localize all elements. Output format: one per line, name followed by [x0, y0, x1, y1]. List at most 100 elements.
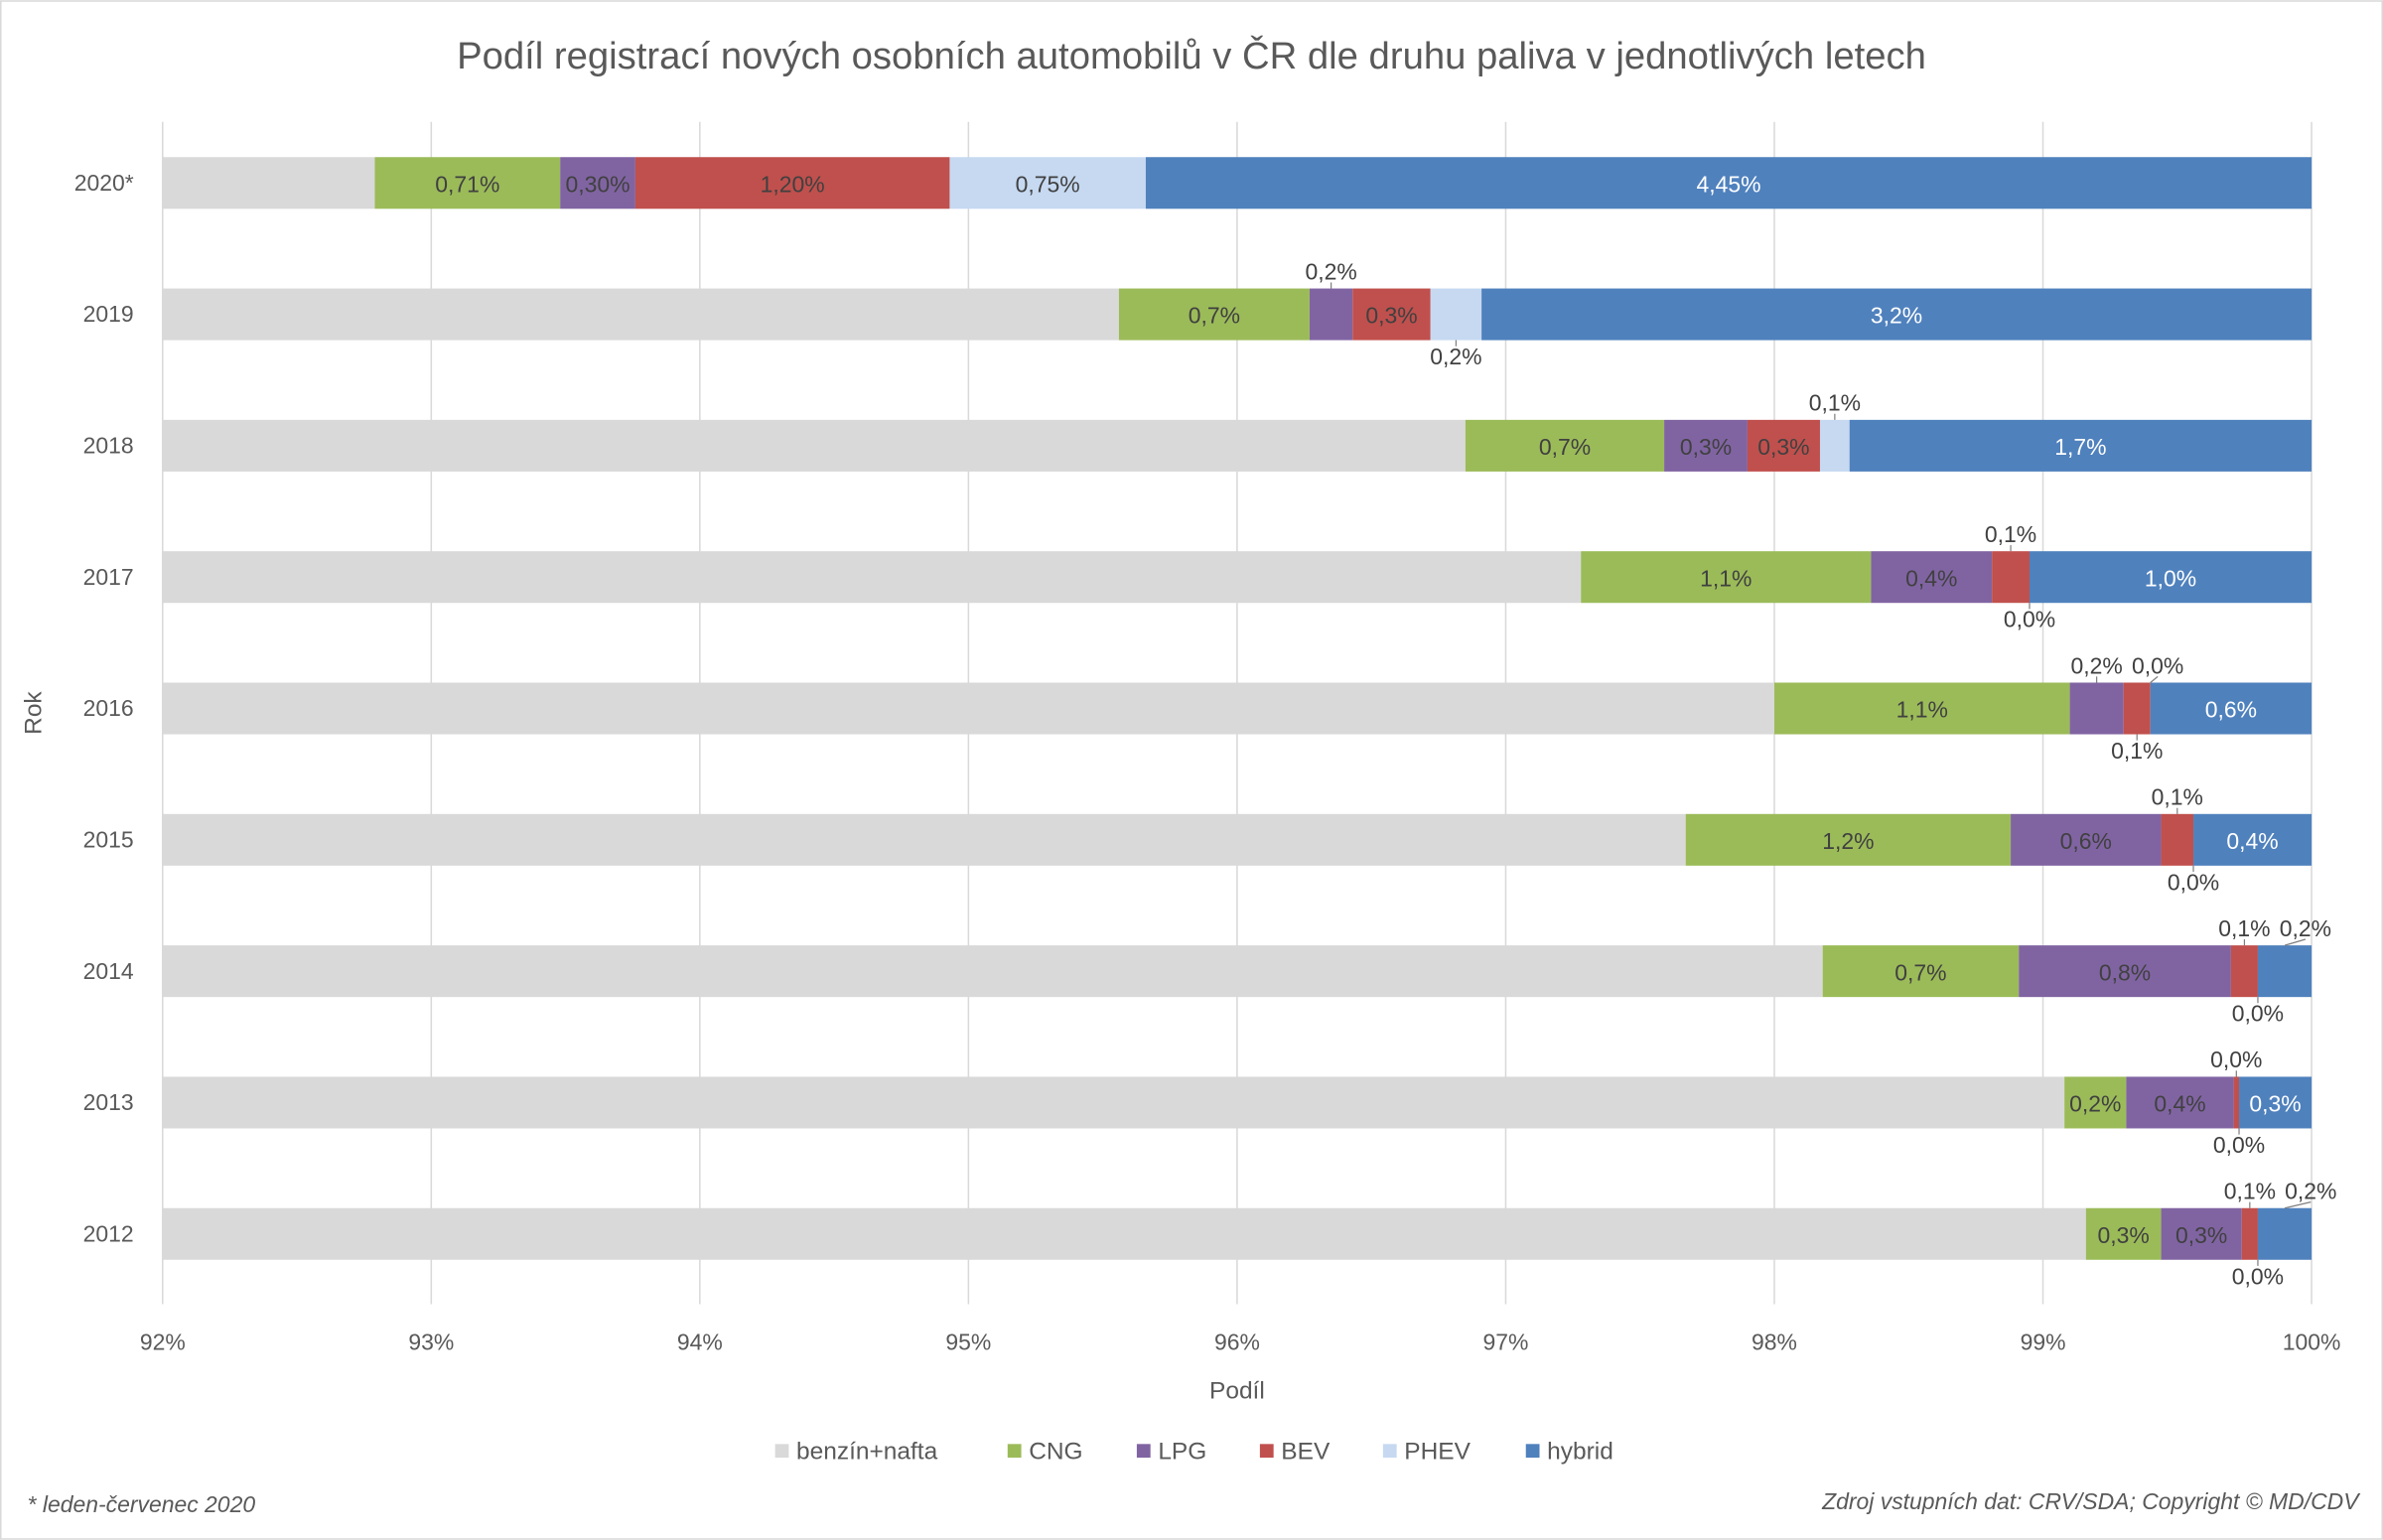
data-label-cng: 0,2%	[2069, 1091, 2121, 1117]
bar-segment-bev	[634, 157, 950, 210]
data-label-cng: 0,7%	[1539, 434, 1591, 460]
bar-segment-lpg	[1871, 551, 1993, 604]
x-tick-label: 100%	[2283, 1329, 2341, 1354]
data-label-lpg: 0,3%	[2175, 1222, 2227, 1248]
legend-swatch	[774, 1444, 789, 1459]
data-label-phev: 0,75%	[1016, 171, 1080, 197]
bar-segment-cng	[1685, 813, 2012, 866]
bar-segment-phev	[1819, 419, 1850, 472]
data-label-hybrid: 0,2%	[2280, 915, 2331, 941]
data-label-hybrid: 4,45%	[1696, 171, 1760, 197]
bar-segment-bev	[2241, 1207, 2258, 1260]
data-label-phev: 0,1%	[1809, 390, 1861, 416]
bar-segment-bev	[2233, 1076, 2240, 1129]
data-label-cng: 1,1%	[1700, 565, 1752, 591]
y-category-label: 2016	[83, 695, 134, 721]
data-label-bev: 1,20%	[761, 171, 825, 197]
bar-segment-hybrid	[2257, 1207, 2313, 1260]
bar-segment-hybrid	[1145, 157, 2313, 210]
x-axis-ticks: 92% 93% 94% 95% 96% 97% 98% 99% 100%	[140, 1329, 2341, 1354]
bar-segment-bev	[1747, 419, 1820, 472]
y-category-label: 2020*	[74, 170, 134, 196]
legend: benzín+nafta CNG LPG BEV PHEV hybrid	[774, 1439, 1613, 1466]
y-category-label: 2018	[83, 433, 134, 459]
legend-swatch	[1382, 1444, 1397, 1459]
data-label-phev: 0,0%	[2004, 607, 2055, 632]
bar-segment-lpg	[560, 157, 635, 210]
data-label-phev: 0,2%	[1430, 344, 1481, 369]
bar-segment-hybrid	[2150, 682, 2313, 735]
bar-segment-benznnafta	[162, 813, 1686, 866]
y-category-label: 2017	[83, 564, 134, 590]
x-tick-label: 93%	[408, 1329, 454, 1354]
data-label-cng: 0,7%	[1894, 959, 1946, 985]
data-label-bev: 0,3%	[1757, 434, 1809, 460]
bar-segment-cng	[1465, 419, 1665, 472]
data-label-bev: 0,0%	[2210, 1047, 2262, 1072]
data-label-cng: 0,3%	[2098, 1222, 2150, 1248]
bar-segment-benznnafta	[162, 1076, 2065, 1129]
data-label-phev: 0,0%	[2168, 869, 2219, 895]
data-label-hybrid: 0,6%	[2205, 697, 2257, 723]
bar-segment-cng	[1822, 945, 2020, 998]
bar-segment-cng	[374, 157, 561, 210]
legend-label: benzín+nafta	[796, 1439, 938, 1466]
data-label-phev: 0,0%	[2232, 1001, 2284, 1027]
data-label-lpg: 0,30%	[566, 171, 631, 197]
label-leader-line	[2284, 1201, 2312, 1209]
data-label-bev: 0,1%	[2152, 784, 2203, 810]
data-label-cng: 0,7%	[1189, 303, 1240, 329]
bar-segment-lpg	[1309, 288, 1353, 341]
label-leader-line	[2284, 938, 2307, 946]
footnote: * leden-červenec 2020	[28, 1491, 256, 1517]
data-label-bev: 0,1%	[1985, 521, 2036, 547]
data-label-bev: 0,1%	[2224, 1179, 2276, 1204]
x-tick-label: 94%	[677, 1329, 723, 1354]
data-label-phev: 0,0%	[2213, 1132, 2265, 1158]
y-category-label: 2015	[83, 826, 134, 852]
source-note: Zdroj vstupních dat: CRV/SDA; Copyright …	[1821, 1488, 2361, 1514]
bar-segment-cng	[1118, 288, 1310, 341]
bar-segment-cng	[1581, 551, 1872, 604]
x-tick-label: 92%	[140, 1329, 186, 1354]
data-label-cng: 1,1%	[1896, 697, 1948, 723]
bar-segment-phev	[949, 157, 1146, 210]
data-label-lpg: 0,8%	[2099, 959, 2151, 985]
data-label-lpg: 0,6%	[2060, 828, 2112, 854]
data-label-hybrid: 0,2%	[2285, 1179, 2336, 1204]
legend-swatch	[1136, 1444, 1151, 1459]
legend-label: LPG	[1158, 1439, 1206, 1466]
data-label-hybrid: 1,7%	[2054, 434, 2106, 460]
bar-segment-hybrid	[2239, 1076, 2313, 1129]
bar-segment-cng	[1773, 682, 2070, 735]
y-axis-categories: 2020* 2019 2018 2017 2016 2015 2014 2013 2012	[74, 170, 134, 1247]
legend-swatch	[1525, 1444, 1540, 1459]
data-label-cng: 1,2%	[1822, 828, 1874, 854]
legend-label: hybrid	[1547, 1439, 1613, 1466]
y-category-label: 2014	[83, 958, 134, 984]
y-category-label: 2013	[83, 1089, 134, 1115]
bar-segment-cng	[2085, 1207, 2162, 1260]
x-tick-label: 95%	[945, 1329, 991, 1354]
data-label-lpg: 0,2%	[2070, 652, 2122, 678]
bar-segment-hybrid	[2193, 813, 2313, 866]
data-label-lpg: 0,3%	[1680, 434, 1732, 460]
bar-segment-benznnafta	[162, 288, 1119, 341]
data-label-lpg: 0,4%	[2154, 1091, 2205, 1117]
bar-segment-benznnafta	[162, 551, 1582, 604]
bar-segment-lpg	[2011, 813, 2162, 866]
data-label-cng: 0,71%	[435, 171, 499, 197]
data-label-bev: 0,3%	[1365, 303, 1417, 329]
bar-segment-bev	[1352, 288, 1431, 341]
bar-segment-hybrid	[2257, 945, 2313, 998]
x-axis-title: Podíl	[1209, 1377, 1265, 1404]
bar-segment-lpg	[2126, 1076, 2234, 1129]
data-label-hybrid: 1,0%	[2145, 565, 2196, 591]
data-label-lpg: 0,2%	[1305, 258, 1356, 284]
bar-segment-bev	[2230, 945, 2258, 998]
legend-label: BEV	[1281, 1439, 1331, 1466]
bar-segment-benznnafta	[162, 157, 375, 210]
bar-segment-bev	[2161, 813, 2194, 866]
